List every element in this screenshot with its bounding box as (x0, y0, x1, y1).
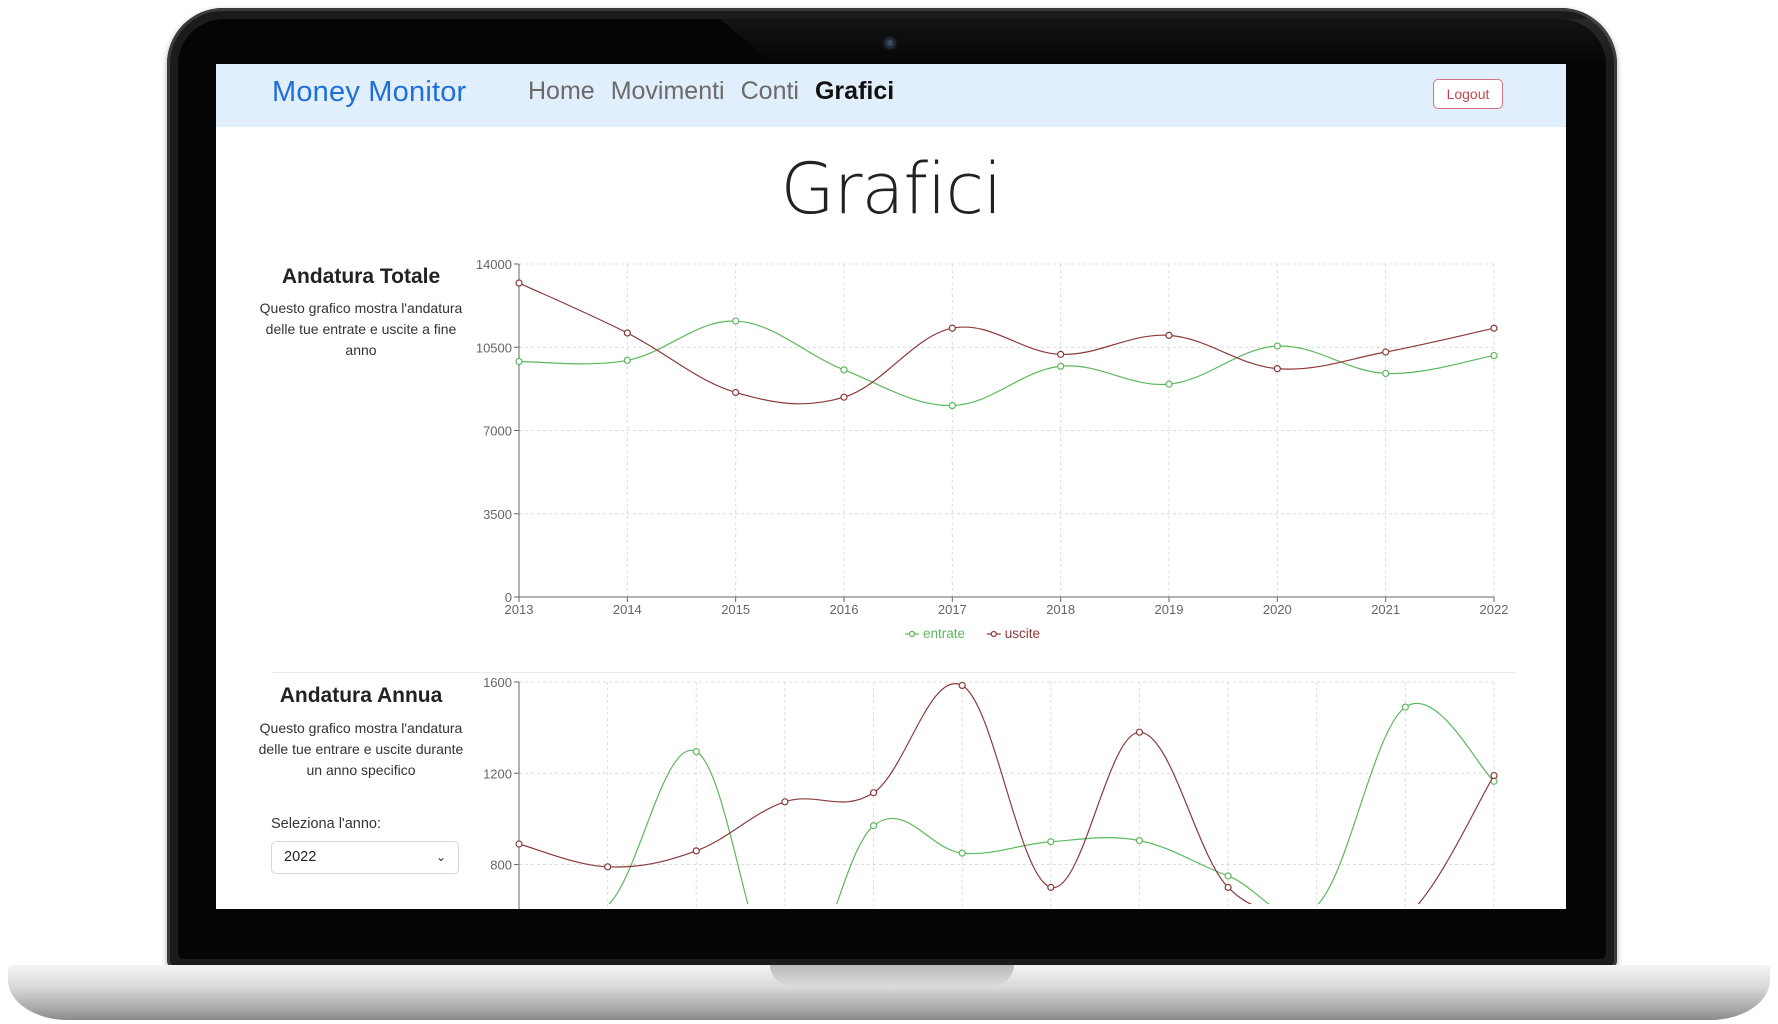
data-point-uscite (732, 388, 740, 397)
data-point-uscite (840, 393, 848, 401)
data-point-entrate (1047, 838, 1055, 846)
y-axis-tick-label: 10500 (476, 340, 512, 355)
data-point-uscite (515, 840, 523, 848)
data-point-uscite (781, 798, 789, 806)
data-point-entrate (1165, 380, 1173, 388)
data-point-entrate (1224, 872, 1232, 880)
series-line-entrate (608, 703, 1495, 904)
logout-button[interactable]: Logout (1433, 79, 1503, 109)
screen-glare (720, 19, 1620, 65)
y-axis-tick-label: 3500 (483, 507, 512, 522)
year-select-value: 2022 (284, 849, 317, 865)
data-point-uscite (1382, 348, 1390, 356)
data-point-entrate (1401, 703, 1409, 711)
section-description-annual: Questo grafico mostra l'andatura delle t… (258, 720, 464, 778)
data-point-uscite (958, 681, 966, 690)
data-point-entrate (958, 849, 966, 857)
data-point-uscite (1165, 331, 1173, 339)
data-point-entrate (515, 357, 523, 366)
chevron-down-icon: ⌄ (435, 850, 446, 864)
data-point-entrate (732, 317, 740, 325)
nav-link-movimenti[interactable]: Movimenti (610, 77, 725, 105)
x-axis-tick-label: 2018 (1046, 602, 1075, 617)
data-point-uscite (692, 847, 700, 855)
data-point-uscite (948, 324, 956, 332)
legend-marker-uscite (990, 630, 997, 638)
charts-canvas: 0 3500 7000 10500 14000 2013 2014 2015 2016 2017 2… (476, 257, 1509, 909)
year-select[interactable]: 2022 ⌄ (271, 841, 459, 874)
data-point-uscite (623, 329, 631, 337)
series-line-uscite (518, 682, 1495, 904)
data-point-entrate (1382, 369, 1390, 378)
x-axis-tick-label: 2022 (1480, 602, 1509, 617)
data-point-entrate (840, 366, 848, 374)
page-title: Grafici (780, 148, 1003, 230)
series-line-uscite (518, 282, 1495, 405)
data-point-entrate (692, 747, 700, 756)
y-axis-tick-label: 1200 (483, 766, 512, 781)
x-axis-tick-label: 2019 (1155, 602, 1184, 617)
data-point-uscite (1273, 365, 1281, 373)
data-point-entrate (869, 822, 878, 830)
y-axis-tick-label: 7000 (483, 424, 512, 439)
nav-link-grafici[interactable]: Grafici (814, 77, 895, 105)
nav-links: Home Movimenti Conti Grafici (528, 77, 894, 106)
y-axis-tick-label: 1600 (483, 675, 512, 690)
nav-link-home[interactable]: Home (528, 77, 595, 105)
data-point-entrate (623, 356, 631, 364)
data-point-uscite (1490, 324, 1498, 332)
x-axis-tick-label: 2021 (1371, 602, 1400, 617)
section-divider (272, 672, 1516, 673)
data-point-entrate (1490, 351, 1498, 360)
data-point-uscite (604, 863, 612, 871)
legend-label-uscite: uscite (1005, 626, 1040, 641)
data-point-entrate (948, 401, 956, 410)
navbar: Money Monitor Home Movimenti Conti Grafi… (216, 64, 1566, 127)
data-point-uscite (1135, 728, 1144, 736)
data-point-uscite (1490, 771, 1498, 780)
laptop-notch (770, 965, 1014, 985)
y-axis-tick-label: 0 (505, 590, 512, 605)
brand-logo[interactable]: Money Monitor (272, 76, 467, 108)
x-axis-tick-label: 2017 (938, 602, 967, 617)
x-axis-tick-label: 2013 (505, 602, 534, 617)
x-axis-tick-label: 2015 (721, 602, 750, 617)
webcam-icon (884, 37, 896, 49)
data-point-uscite (869, 789, 878, 797)
data-point-entrate (1135, 836, 1144, 845)
section-title-annual: Andatura Annua (279, 684, 443, 707)
data-point-uscite (515, 279, 523, 287)
y-axis-tick-label: 14000 (476, 257, 512, 272)
section-description-total: Questo grafico mostra l'andatura delle t… (259, 300, 463, 358)
x-axis-tick-label: 2016 (830, 602, 859, 617)
nav-link-conti[interactable]: Conti (740, 77, 799, 105)
series-line-entrate (518, 320, 1495, 407)
legend-marker-entrate (908, 630, 916, 638)
section-title-total: Andatura Totale (281, 265, 441, 288)
x-axis-tick-label: 2020 (1263, 602, 1292, 617)
y-axis-tick-label: 800 (490, 858, 512, 873)
legend-label-entrate: entrate (923, 626, 965, 641)
data-point-entrate (1273, 342, 1281, 350)
browser-viewport: Money Monitor Home Movimenti Conti Grafi… (216, 64, 1566, 909)
year-select-label: Seleziona l'anno: (271, 816, 381, 832)
data-point-uscite (1047, 883, 1055, 891)
data-point-entrate (1057, 362, 1065, 370)
data-point-uscite (1057, 350, 1065, 358)
x-axis-tick-label: 2014 (613, 602, 642, 617)
data-point-uscite (1224, 883, 1232, 891)
